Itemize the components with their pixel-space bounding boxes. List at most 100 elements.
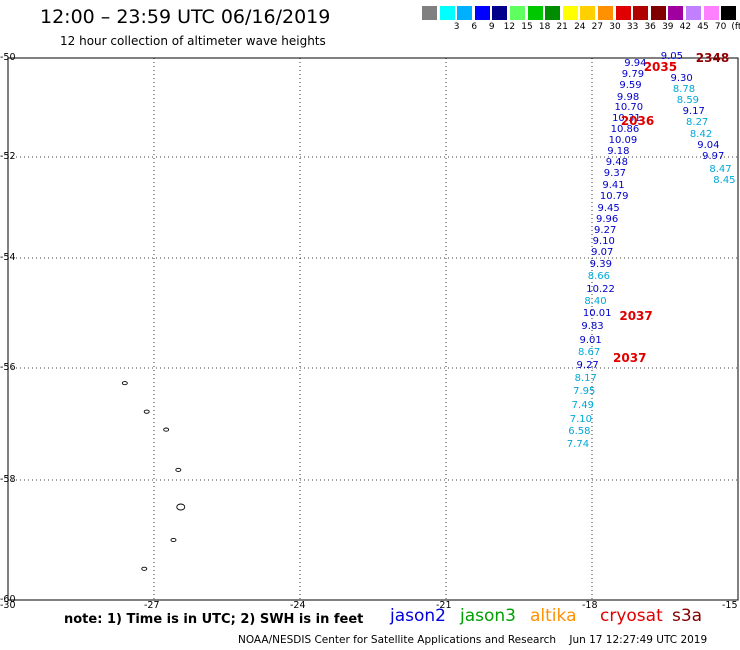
- wave-height-value: 9.27: [576, 359, 599, 371]
- wave-height-value: 10.01: [582, 308, 612, 320]
- longitude-label: -30: [0, 600, 16, 611]
- legend-swatch: [650, 6, 666, 20]
- longitude-label: -15: [722, 600, 738, 611]
- legend-swatch: [721, 6, 737, 20]
- legend-swatch: [439, 6, 455, 20]
- footer-credit: NOAA/NESDIS Center for Satellite Applica…: [238, 634, 556, 646]
- legend-label: 6: [471, 22, 478, 32]
- latitude-label: -54: [0, 252, 16, 263]
- legend-swatch: [422, 6, 437, 20]
- legend-label: 24: [574, 22, 586, 32]
- longitude-label: -21: [436, 600, 452, 611]
- satellite-jason2: jason2: [390, 606, 446, 626]
- wave-height-value: 7.95: [573, 386, 596, 398]
- pass-time-label: 2035: [643, 60, 678, 75]
- map-footer: NOAA/NESDIS Center for Satellite Applica…: [238, 634, 707, 646]
- south-sandwich-islands: [121, 381, 186, 571]
- wave-height-value: 9.01: [579, 334, 602, 346]
- legend-swatch: [615, 6, 631, 20]
- wave-height-value: 8.59: [676, 95, 700, 107]
- legend-label: 45: [697, 22, 709, 32]
- wave-height-value: 6.58: [568, 426, 591, 438]
- legend-label: 9: [488, 22, 495, 32]
- wave-height-value: 9.10: [592, 235, 615, 247]
- legend-swatch: [457, 6, 473, 20]
- satellite-jason3: jason3: [460, 606, 516, 626]
- legend-label: 33: [626, 22, 639, 32]
- longitude-label: -24: [290, 600, 306, 611]
- wave-height-value: 8.27: [686, 117, 709, 129]
- wave-height-value: 7.10: [569, 413, 592, 425]
- wave-height-value: 9.98: [616, 91, 640, 103]
- latitude-label: -58: [0, 474, 16, 485]
- legend-label: 36: [644, 22, 656, 32]
- wave-height-value: 9.27: [594, 224, 617, 236]
- legend-label: 70: [714, 22, 727, 32]
- latitude-label: -56: [0, 362, 16, 373]
- legend-swatch: [598, 6, 613, 20]
- legend-swatch: [527, 6, 543, 20]
- wave-height-value: 9.39: [589, 258, 612, 270]
- legend-swatch: [668, 6, 684, 20]
- legend-label: (ft): [731, 22, 740, 32]
- wave-height-value: 8.47: [709, 163, 732, 175]
- wave-height-value: 9.05: [660, 50, 683, 62]
- legend-swatch: [545, 6, 561, 20]
- map-note: note: 1) Time is in UTC; 2) SWH is in fe…: [64, 612, 364, 627]
- wave-height-value: 7.49: [571, 400, 594, 412]
- island-outline: [176, 503, 186, 511]
- footer-timestamp: Jun 17 12:27:49 UTC 2019: [569, 634, 708, 646]
- wave-height-value: 8.17: [574, 373, 597, 385]
- legend-label: 30: [609, 22, 621, 32]
- wave-height-value: 9.79: [621, 69, 645, 81]
- wave-height-value: 10.31: [612, 113, 641, 125]
- pass-time-label: 2037: [619, 309, 653, 324]
- wave-height-value: 8.45: [713, 174, 736, 186]
- wave-height-value: 9.96: [596, 213, 619, 225]
- wave-height-value: 9.37: [603, 168, 627, 180]
- wave-height-value: 9.48: [605, 157, 628, 169]
- longitude-label: -18: [582, 600, 598, 611]
- latitude-label: -52: [0, 151, 16, 162]
- wave-height-value: 9.59: [619, 80, 642, 92]
- island-outline: [143, 409, 150, 414]
- legend-label: 3: [453, 22, 460, 32]
- latitude-label: -50: [0, 52, 16, 63]
- wave-height-value: 8.66: [587, 270, 610, 282]
- pass-time-label: 2037: [613, 351, 647, 366]
- satellite-altika: altika: [530, 606, 577, 626]
- wave-height-value: 9.41: [602, 179, 625, 191]
- wave-height-value: 9.83: [581, 321, 604, 333]
- island-outline: [170, 537, 177, 543]
- pass-time-label: 2348: [695, 50, 730, 65]
- wave-height-value: 9.45: [597, 202, 620, 214]
- graticule: [8, 58, 738, 600]
- wave-height-value: 7.74: [566, 439, 590, 451]
- legend-swatch: [633, 6, 649, 20]
- wave-height-value: 9.07: [591, 246, 614, 258]
- wave-height-value: 8.78: [672, 84, 696, 96]
- legend-swatch: [580, 6, 596, 20]
- legend-label: 18: [538, 22, 551, 32]
- wave-height-value: 10.86: [610, 124, 640, 136]
- wave-height-value: 9.94: [624, 58, 647, 70]
- page-title: 12:00 – 23:59 UTC 06/16/2019: [40, 6, 331, 28]
- wave-height-value: 8.67: [578, 346, 601, 358]
- legend-label: 12: [503, 22, 516, 32]
- legend-label: 27: [591, 22, 604, 32]
- island-outline: [121, 381, 128, 386]
- legend-swatch: [703, 6, 719, 20]
- longitude-label: -27: [144, 600, 160, 611]
- wave-height-value: 9.97: [702, 151, 725, 162]
- legend-swatch: [492, 6, 508, 20]
- wave-height-value: 10.09: [608, 135, 638, 147]
- wave-height-value: 9.30: [670, 72, 693, 84]
- legend-label: 42: [679, 22, 692, 32]
- legend-label: 39: [662, 22, 674, 32]
- legend-label: 21: [556, 22, 568, 32]
- pass-time-label: 2036: [620, 114, 655, 129]
- page-subtitle: 12 hour collection of altimeter wave hei…: [60, 34, 326, 48]
- legend-swatch: [474, 6, 490, 20]
- wave-height-value: 10.70: [614, 102, 644, 114]
